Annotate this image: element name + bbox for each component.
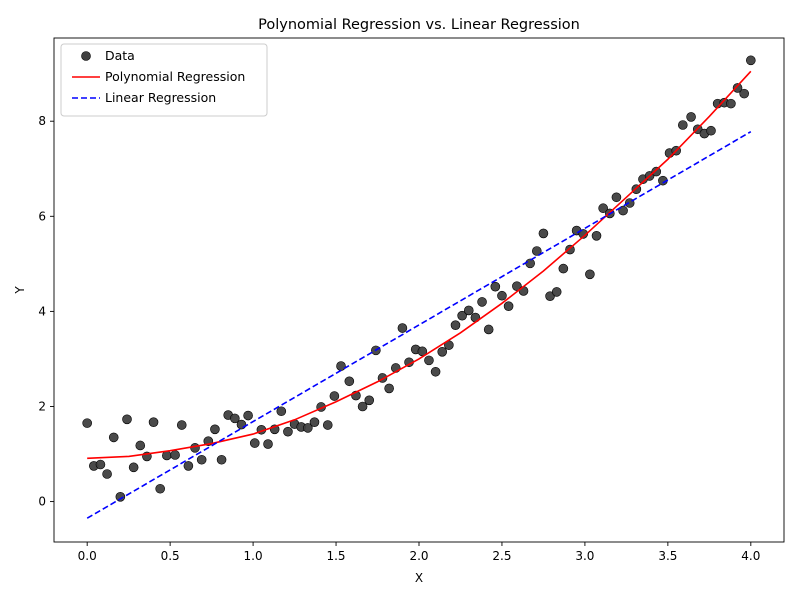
data-point bbox=[210, 424, 220, 435]
data-point bbox=[618, 205, 628, 216]
data-point bbox=[344, 376, 355, 387]
data-point bbox=[732, 83, 743, 93]
data-point bbox=[430, 366, 441, 377]
data-point bbox=[503, 301, 514, 311]
legend-label-polynomial: Polynomial Regression bbox=[105, 69, 245, 84]
legend: Data Polynomial Regression Linear Regres… bbox=[60, 43, 268, 117]
data-point bbox=[531, 246, 542, 256]
data-point bbox=[329, 391, 340, 401]
x-tick-label: 3.0 bbox=[575, 549, 594, 563]
data-point bbox=[457, 310, 467, 321]
plot-area bbox=[82, 55, 756, 519]
x-axis-ticks: 0.0 0.5 1.0 1.5 2.0 2.5 3.0 3.5 4.0 bbox=[78, 542, 760, 563]
data-point bbox=[170, 450, 180, 460]
data-point bbox=[364, 395, 375, 406]
data-point bbox=[437, 347, 448, 357]
data-point bbox=[551, 287, 562, 297]
data-point bbox=[677, 120, 688, 130]
data-point bbox=[243, 410, 253, 421]
data-point bbox=[450, 320, 461, 330]
y-tick-label: 4 bbox=[38, 304, 46, 318]
data-point bbox=[463, 305, 474, 316]
data-point bbox=[122, 414, 132, 425]
y-axis-label: Y bbox=[13, 286, 27, 295]
x-tick-label: 1.0 bbox=[244, 549, 263, 563]
data-point bbox=[585, 269, 595, 280]
data-point bbox=[115, 492, 126, 502]
data-point bbox=[135, 440, 146, 451]
x-tick-label: 0.0 bbox=[78, 549, 97, 563]
data-point bbox=[525, 258, 535, 269]
data-point bbox=[497, 290, 507, 301]
data-point bbox=[490, 281, 501, 292]
data-point bbox=[417, 346, 428, 357]
x-tick-label: 0.5 bbox=[161, 549, 180, 563]
data-point bbox=[611, 192, 622, 203]
data-point bbox=[558, 263, 569, 274]
y-axis-ticks: 0 2 4 6 8 bbox=[38, 114, 54, 509]
data-point bbox=[578, 229, 589, 239]
y-tick-label: 2 bbox=[38, 399, 46, 413]
y-tick-label: 0 bbox=[38, 495, 46, 509]
data-point bbox=[538, 228, 549, 239]
y-tick-label: 6 bbox=[38, 209, 46, 223]
data-point bbox=[739, 88, 749, 99]
data-point bbox=[518, 286, 529, 296]
data-point bbox=[303, 423, 313, 433]
data-point bbox=[726, 98, 736, 109]
data-point bbox=[686, 112, 696, 122]
data-point bbox=[477, 297, 487, 307]
x-tick-label: 3.5 bbox=[658, 549, 677, 563]
x-tick-label: 4.0 bbox=[741, 549, 760, 563]
data-point bbox=[309, 417, 320, 427]
data-point bbox=[155, 483, 165, 494]
data-point bbox=[397, 323, 408, 333]
data-point bbox=[176, 420, 187, 430]
y-tick-label: 8 bbox=[38, 114, 46, 128]
data-point bbox=[108, 432, 119, 443]
data-point bbox=[283, 426, 293, 437]
data-point bbox=[263, 439, 273, 449]
data-point bbox=[706, 125, 716, 136]
x-tick-label: 2.0 bbox=[409, 549, 428, 563]
data-point bbox=[598, 203, 608, 214]
data-point bbox=[357, 401, 368, 412]
data-point bbox=[424, 355, 434, 366]
data-point bbox=[95, 459, 106, 470]
legend-box bbox=[60, 43, 268, 117]
polynomial-regression-line bbox=[87, 70, 752, 460]
data-point bbox=[249, 438, 260, 448]
data-point bbox=[483, 324, 494, 335]
data-point bbox=[183, 461, 194, 471]
x-tick-label: 1.5 bbox=[326, 549, 345, 563]
data-point bbox=[746, 55, 756, 66]
data-point bbox=[651, 166, 662, 177]
linear-regression-line bbox=[86, 130, 752, 519]
data-point bbox=[190, 443, 200, 453]
data-point bbox=[322, 420, 333, 430]
data-point bbox=[128, 462, 139, 473]
data-point bbox=[276, 406, 287, 417]
data-point bbox=[216, 454, 227, 465]
chart-title: Polynomial Regression vs. Linear Regress… bbox=[258, 17, 580, 33]
data-point bbox=[102, 469, 112, 479]
legend-marker-data bbox=[81, 51, 91, 61]
data-point bbox=[591, 231, 602, 241]
legend-label-data: Data bbox=[105, 48, 135, 63]
data-point bbox=[196, 454, 207, 465]
data-point bbox=[384, 383, 394, 394]
scatter-points bbox=[82, 55, 756, 502]
data-point bbox=[236, 419, 247, 430]
regression-lines bbox=[86, 70, 752, 519]
data-point bbox=[82, 418, 92, 428]
x-axis-label: X bbox=[415, 571, 423, 585]
data-point bbox=[565, 244, 575, 255]
legend-label-linear: Linear Regression bbox=[105, 90, 216, 105]
x-tick-label: 2.5 bbox=[492, 549, 511, 563]
data-point bbox=[148, 417, 159, 427]
data-point bbox=[230, 413, 240, 424]
